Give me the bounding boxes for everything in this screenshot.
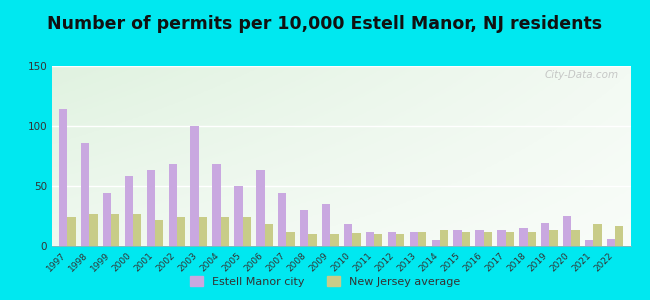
Bar <box>615 226 623 246</box>
Bar <box>454 230 462 246</box>
Bar <box>256 170 265 246</box>
Bar <box>484 232 492 246</box>
Bar <box>418 232 426 246</box>
Bar <box>432 240 440 246</box>
Bar <box>287 232 295 246</box>
Bar <box>111 214 120 246</box>
Bar <box>519 228 528 246</box>
Bar <box>593 224 602 246</box>
Bar <box>374 234 382 246</box>
Bar <box>528 232 536 246</box>
Bar <box>344 224 352 246</box>
Bar <box>234 186 242 246</box>
Bar <box>497 230 506 246</box>
Bar <box>396 234 404 246</box>
Bar <box>68 217 75 246</box>
Bar <box>177 217 185 246</box>
Bar <box>462 232 470 246</box>
Bar <box>199 217 207 246</box>
Bar <box>168 164 177 246</box>
Bar <box>242 217 251 246</box>
Bar <box>89 214 98 246</box>
Bar <box>213 164 221 246</box>
Legend: Estell Manor city, New Jersey average: Estell Manor city, New Jersey average <box>185 272 465 291</box>
Bar <box>506 232 514 246</box>
Bar <box>278 193 287 246</box>
Bar <box>585 240 593 246</box>
Bar <box>133 214 142 246</box>
Bar <box>475 230 484 246</box>
Text: Number of permits per 10,000 Estell Manor, NJ residents: Number of permits per 10,000 Estell Mano… <box>47 15 603 33</box>
Bar <box>330 234 339 246</box>
Bar <box>147 170 155 246</box>
Bar <box>549 230 558 246</box>
Bar <box>265 224 273 246</box>
Bar <box>366 232 374 246</box>
Bar <box>607 239 615 246</box>
Bar <box>440 230 448 246</box>
Bar <box>81 143 89 246</box>
Bar <box>541 223 549 246</box>
Bar <box>387 232 396 246</box>
Bar <box>308 234 317 246</box>
Bar <box>103 193 111 246</box>
Bar <box>410 232 418 246</box>
Text: City-Data.com: City-Data.com <box>545 70 619 80</box>
Bar <box>190 126 199 246</box>
Bar <box>125 176 133 246</box>
Bar <box>300 210 308 246</box>
Bar <box>221 217 229 246</box>
Bar <box>352 233 361 246</box>
Bar <box>155 220 163 246</box>
Bar <box>571 230 580 246</box>
Bar <box>322 204 330 246</box>
Bar <box>563 216 571 246</box>
Bar <box>59 109 68 246</box>
